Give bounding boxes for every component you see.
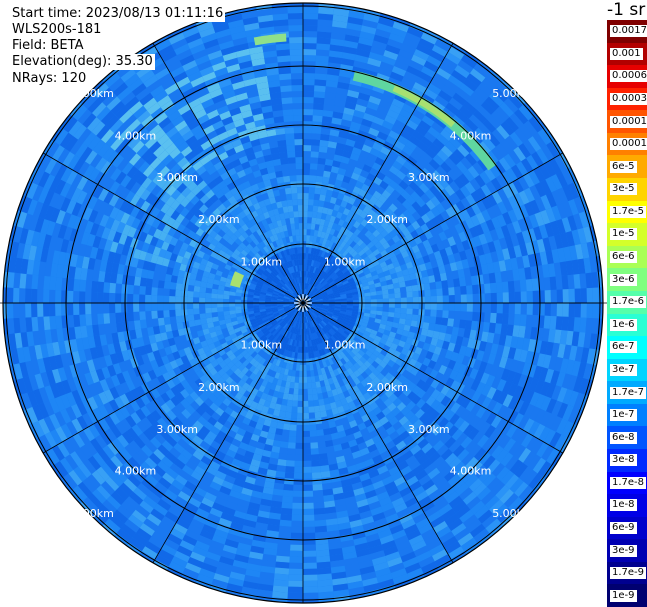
range-ring-label: 3.00km [408,171,450,184]
colorbar-tick-label: 0.00017 [610,115,647,128]
colorbar-tick-label: 1.7e-9 [610,567,647,580]
colorbar-unit-title: -1 sr [607,0,646,20]
range-ring [243,243,363,363]
colorbar-tick-label: 0.0006 [610,70,647,83]
colorbar-tick-label: 1.7e-6 [610,296,647,309]
colorbar-tick-label: 1.7e-8 [610,476,647,489]
range-ring-label: 2.00km [366,213,408,226]
range-ring-label: 4.00km [115,465,157,478]
colorbar-tick-label: 3e-7 [610,363,637,376]
range-ring-overlay: 1.00km 1.00km 1.00km 1.00km 2.00km 2.00km 2.00… [0,2,607,604]
colorbar-tick-label: 1.7e-5 [610,205,647,218]
colorbar-tick-label: 1e-9 [610,589,637,602]
colorbar-tick-label: 0.0017 [610,25,647,38]
colorbar-tick-label: 0.001 [610,47,643,60]
range-ring-label: 5.00km [492,507,534,520]
range-ring-label: 3.00km [156,423,198,436]
colorbar-tick-label: 1e-6 [610,318,637,331]
range-ring-label: 2.00km [198,213,240,226]
colorbar-tick-label: 0.0001 [610,138,647,151]
radar-center-icon [294,294,312,312]
range-ring-label: 2.00km [198,381,240,394]
range-ring-label: 5.00km [492,87,534,100]
range-ring-label: 4.00km [115,129,157,142]
colorbar-tick-label: 1e-7 [610,409,637,422]
ppi-scan-plot: 1.00km 1.00km 1.00km 1.00km 2.00km 2.00km 2.00… [0,2,607,604]
start-time-label: Start time: 2023/08/13 01:11:16 [12,6,226,22]
range-ring-label: 1.00km [240,255,282,268]
colorbar-tick-label: 6e-5 [610,160,637,173]
range-ring [183,183,423,423]
range-ring-label: 4.00km [450,465,492,478]
range-ring-label: 4.00km [450,129,492,142]
range-ring [5,5,601,601]
colorbar-tick-label: 1.7e-7 [610,386,647,399]
colorbar-tick-label: 3e-6 [610,273,637,286]
range-ring-label: 5.00km [72,87,114,100]
colorbar-tick-label: 3e-9 [610,544,637,557]
colorbar-tick-label: 1e-5 [610,228,637,241]
colorbar: 0.0017 0.001 0.0006 0.0003 0.00017 0.0001 6e-5… [607,20,647,607]
colorbar-tick-label: 6e-7 [610,341,637,354]
ppi-data-disc [3,3,603,603]
range-ring-label: 3.00km [156,171,198,184]
colorbar-tick-label: 6e-8 [610,431,637,444]
range-ring-label: 3.00km [408,423,450,436]
colorbar-tick-label: 1e-8 [610,499,637,512]
range-ring-label: 1.00km [240,339,282,352]
range-ring [65,65,541,541]
colorbar-tick-label: 6e-9 [610,521,637,534]
range-ring-label: 1.00km [324,255,366,268]
range-ring-label: 1.00km [324,339,366,352]
instrument-label: WLS200s-181 [12,22,104,38]
colorbar-tick-label: 0.0003 [610,93,647,106]
colorbar-tick-label: 3e-5 [610,183,637,196]
colorbar-tick-label: 6e-6 [610,251,637,264]
range-ring [124,124,482,482]
nrays-label: NRays: 120 [12,71,89,87]
range-ring-label: 2.00km [366,381,408,394]
colorbar-tick-label: 3e-8 [610,454,637,467]
field-label: Field: BETA [12,38,86,54]
range-ring-label: 5.00km [72,507,114,520]
elevation-label: Elevation(deg): 35.30 [12,54,155,70]
